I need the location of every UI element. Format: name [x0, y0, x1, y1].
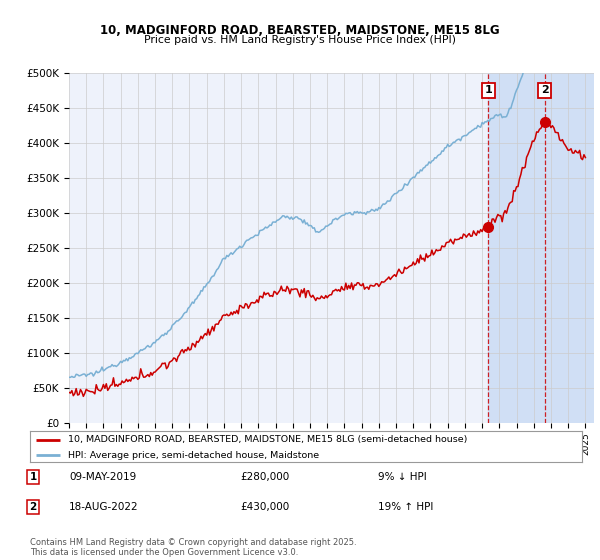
Text: 1: 1: [484, 85, 492, 95]
Text: 18-AUG-2022: 18-AUG-2022: [69, 502, 139, 512]
Text: Price paid vs. HM Land Registry's House Price Index (HPI): Price paid vs. HM Land Registry's House …: [144, 35, 456, 45]
Text: Contains HM Land Registry data © Crown copyright and database right 2025.
This d: Contains HM Land Registry data © Crown c…: [30, 538, 356, 557]
Text: £430,000: £430,000: [240, 502, 289, 512]
Text: £280,000: £280,000: [240, 472, 289, 482]
Text: 10, MADGINFORD ROAD, BEARSTED, MAIDSTONE, ME15 8LG (semi-detached house): 10, MADGINFORD ROAD, BEARSTED, MAIDSTONE…: [68, 435, 467, 444]
Text: 2: 2: [541, 85, 548, 95]
Text: 10, MADGINFORD ROAD, BEARSTED, MAIDSTONE, ME15 8LG: 10, MADGINFORD ROAD, BEARSTED, MAIDSTONE…: [100, 24, 500, 36]
Text: 9% ↓ HPI: 9% ↓ HPI: [378, 472, 427, 482]
Bar: [488, 73, 594, 423]
Text: 09-MAY-2019: 09-MAY-2019: [69, 472, 136, 482]
Text: HPI: Average price, semi-detached house, Maidstone: HPI: Average price, semi-detached house,…: [68, 451, 319, 460]
Text: 19% ↑ HPI: 19% ↑ HPI: [378, 502, 433, 512]
Text: 1: 1: [29, 472, 37, 482]
Text: 2: 2: [29, 502, 37, 512]
